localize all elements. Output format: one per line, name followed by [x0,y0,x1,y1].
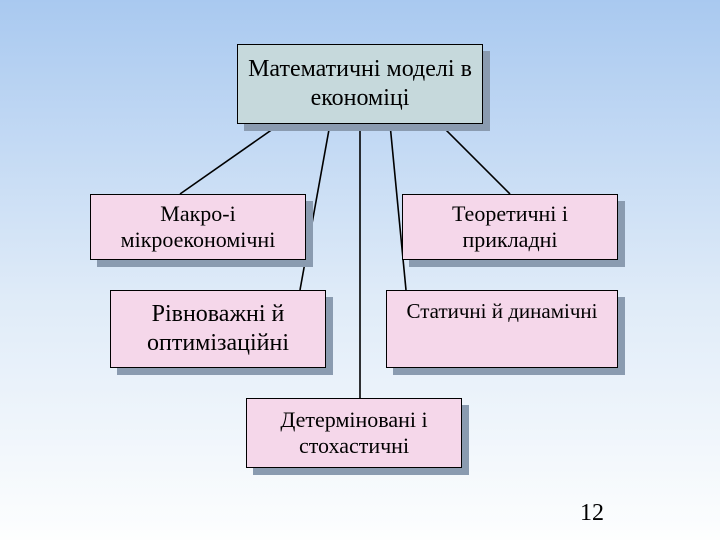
diagram-canvas: Математичні моделі в економіці Макро-і м… [0,0,720,540]
child-node-theoretical-applied: Теоретичні і прикладні [402,194,618,260]
root-node-label: Математичні моделі в економіці [244,55,476,113]
root-node: Математичні моделі в економіці [237,44,483,124]
child-node-macro-micro: Макро-і мікроекономічні [90,194,306,260]
child-node-static-dynamic: Статичні й динамічні [386,290,618,368]
child-node-deterministic-stochastic: Детерміновані і стохастичні [246,398,462,468]
child-node-label: Рівноважні й оптимізаційні [117,300,319,358]
page-number-text: 12 [580,500,604,526]
child-node-label: Теоретичні і прикладні [409,201,611,254]
child-node-label: Детерміновані і стохастичні [253,407,455,460]
page-number: 12 [580,500,604,527]
child-node-label: Статичні й динамічні [407,299,598,324]
child-node-label: Макро-і мікроекономічні [97,201,299,254]
child-node-equilibrium-optimization: Рівноважні й оптимізаційні [110,290,326,368]
